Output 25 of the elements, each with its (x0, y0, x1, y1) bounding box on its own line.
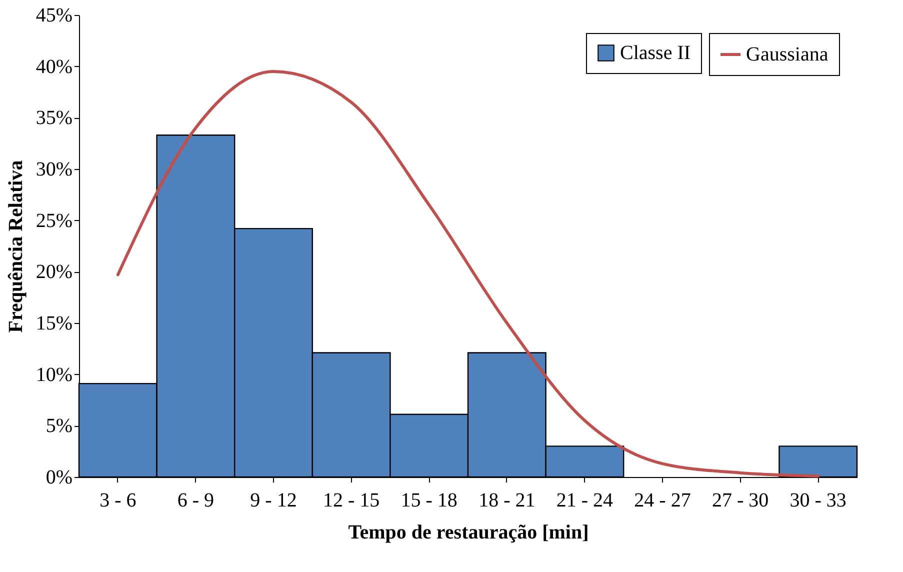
x-tick-label: 3 - 6 (100, 490, 136, 512)
y-tick-label: 30% (36, 158, 72, 180)
y-tick-label: 5% (46, 415, 72, 438)
y-tick-label: 15% (36, 312, 72, 334)
x-tick-label: 12 - 15 (322, 490, 380, 512)
y-tick-label: 10% (36, 364, 72, 386)
x-tick-label: 24 - 27 (634, 490, 691, 512)
y-tick-label: 20% (36, 261, 72, 284)
y-axis-title: Frequência Relativa (4, 160, 27, 333)
x-tick-label: 15 - 18 (400, 490, 458, 512)
legend-label: Classe II (620, 42, 691, 64)
x-tick-label: 9 - 12 (250, 490, 297, 512)
y-tick-label: 40% (36, 56, 72, 78)
y-tick-label: 25% (36, 210, 72, 232)
line-series (116, 70, 820, 478)
x-tick-label: 30 - 33 (790, 490, 846, 512)
x-tick-label: 18 - 21 (478, 490, 536, 512)
x-tick-label: 6 - 9 (177, 490, 214, 512)
x-tick-label: 21 - 24 (556, 490, 614, 512)
y-tick-label: 0% (46, 466, 72, 488)
y-tick-label: 45% (36, 4, 72, 26)
legend-label: Gaussiana (746, 44, 828, 66)
x-axis-title: Tempo de restauração [min] (348, 522, 589, 544)
y-tick-label: 35% (36, 107, 72, 130)
x-tick-label: 27 - 30 (712, 490, 769, 512)
